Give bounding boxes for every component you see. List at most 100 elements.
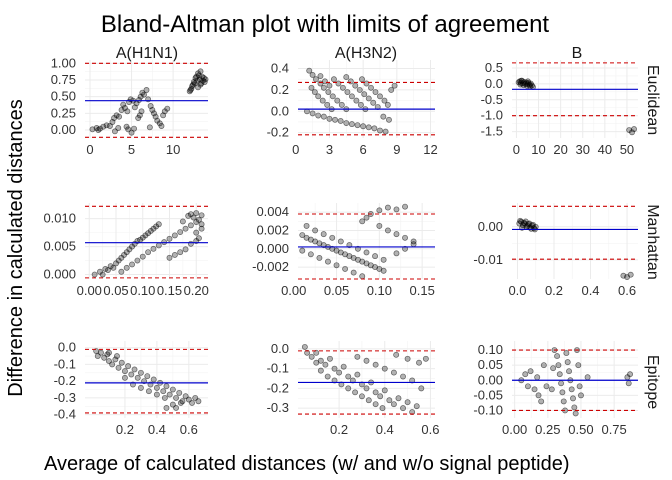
data-point <box>166 254 173 261</box>
x-tick-label: 0.00 <box>77 283 102 298</box>
x-tick-label: 0.75 <box>601 422 626 437</box>
y-tick-label: 0.000 <box>43 267 76 282</box>
data-point <box>402 203 408 210</box>
y-axis-label: Difference in calculated distances <box>5 99 27 397</box>
data-point <box>313 76 319 83</box>
data-point <box>91 271 98 278</box>
data-point <box>518 77 525 84</box>
x-tick-label: 0.2 <box>545 283 563 298</box>
y-tick-label: 0.0 <box>485 76 503 91</box>
data-point <box>530 221 536 228</box>
data-point <box>402 234 408 241</box>
y-tick-label: -0.05 <box>473 387 503 402</box>
data-point <box>195 216 202 223</box>
y-tick-label: 0.2 <box>271 82 289 97</box>
data-point <box>359 218 366 225</box>
x-tick-label: 0.6 <box>618 283 636 298</box>
data-point <box>372 389 379 396</box>
data-point <box>348 93 355 100</box>
data-point <box>344 89 351 96</box>
panel-epitope-b: 0.00 0.25 0.50 0.75-0.10-0.050.000.050.10 <box>473 341 638 437</box>
data-point <box>384 204 391 211</box>
data-point <box>345 373 352 380</box>
x-tick-label: 0 <box>86 142 93 157</box>
data-point <box>171 252 178 258</box>
panel-epitope-ah3n2: 0.2 0.4 0.6 -0.3 -0.2 -0.1 0.0 <box>267 341 440 437</box>
data-point <box>372 401 379 408</box>
data-point <box>112 356 119 363</box>
data-point <box>627 371 633 378</box>
data-point <box>376 207 383 214</box>
data-point <box>329 93 336 100</box>
data-point <box>384 227 391 234</box>
data-point <box>347 78 354 85</box>
data-point <box>153 391 160 398</box>
data-point <box>337 117 344 124</box>
y-tick-label: -0.3 <box>54 390 76 405</box>
data-point <box>333 262 340 269</box>
y-tick-label: 0.005 <box>43 239 76 254</box>
data-point <box>381 387 388 394</box>
y-tick-label: -1.0 <box>481 108 503 123</box>
data-point <box>160 388 167 395</box>
data-point <box>138 108 145 115</box>
data-point <box>331 377 338 384</box>
data-point <box>334 97 341 104</box>
data-point <box>377 93 383 100</box>
data-point <box>332 116 339 123</box>
x-tick-label: 0.6 <box>180 422 198 437</box>
data-point <box>380 267 387 274</box>
y-tick-label: -0.01 <box>473 252 503 267</box>
data-point <box>120 101 127 108</box>
data-point <box>319 97 326 104</box>
x-tick-label: 0.15 <box>157 283 182 298</box>
y-tick-label: 0.4 <box>271 61 289 76</box>
data-point <box>388 86 395 93</box>
y-tick-label: 0.05 <box>478 357 503 372</box>
x-tick-label: 0.10 <box>367 283 392 298</box>
data-point <box>141 91 147 98</box>
data-point <box>418 385 425 392</box>
data-point <box>98 349 104 356</box>
data-point <box>330 76 337 83</box>
y-tick-label: 0.00 <box>51 122 76 137</box>
data-point <box>311 89 318 96</box>
data-point <box>121 368 128 375</box>
y-tick-label: 0.0 <box>271 103 289 118</box>
data-point <box>301 343 308 350</box>
data-point <box>164 105 171 112</box>
data-point <box>354 353 361 360</box>
data-point <box>422 355 429 362</box>
data-point <box>363 385 370 392</box>
x-tick-label: 0.2 <box>330 422 348 437</box>
data-point <box>555 362 562 369</box>
data-point <box>197 68 204 75</box>
data-point <box>571 404 578 411</box>
data-point <box>584 374 591 381</box>
data-point <box>376 222 383 229</box>
data-point <box>540 362 547 369</box>
panel-manhattan-ah1n1: 0.00 0.05 0.10 0.15 0.20 0.000 0.005 0.010 <box>43 203 209 298</box>
panel-manhattan-b: 0.0 0.2 0.4 0.6 -0.01 0.00 <box>473 203 638 298</box>
data-point <box>316 254 323 261</box>
data-point <box>372 253 379 260</box>
data-point <box>187 222 194 229</box>
data-point <box>524 383 531 390</box>
data-point <box>554 353 561 360</box>
data-point <box>158 123 165 129</box>
data-point <box>166 235 173 242</box>
panel-euclidean-ah3n2: 0 3 6 9 12 -0.2 0.0 0.2 0.4 <box>267 60 438 157</box>
data-point <box>363 249 370 256</box>
y-tick-label: 0.10 <box>478 342 503 357</box>
data-point <box>193 229 200 236</box>
data-point <box>386 397 393 404</box>
data-point <box>531 386 538 393</box>
data-point <box>400 373 406 380</box>
data-point <box>543 383 550 390</box>
data-point <box>195 235 202 242</box>
data-point <box>363 214 370 221</box>
y-tick-label: -0.1 <box>267 361 289 376</box>
y-tick-label: 0.50 <box>51 89 76 104</box>
data-point <box>135 115 142 121</box>
